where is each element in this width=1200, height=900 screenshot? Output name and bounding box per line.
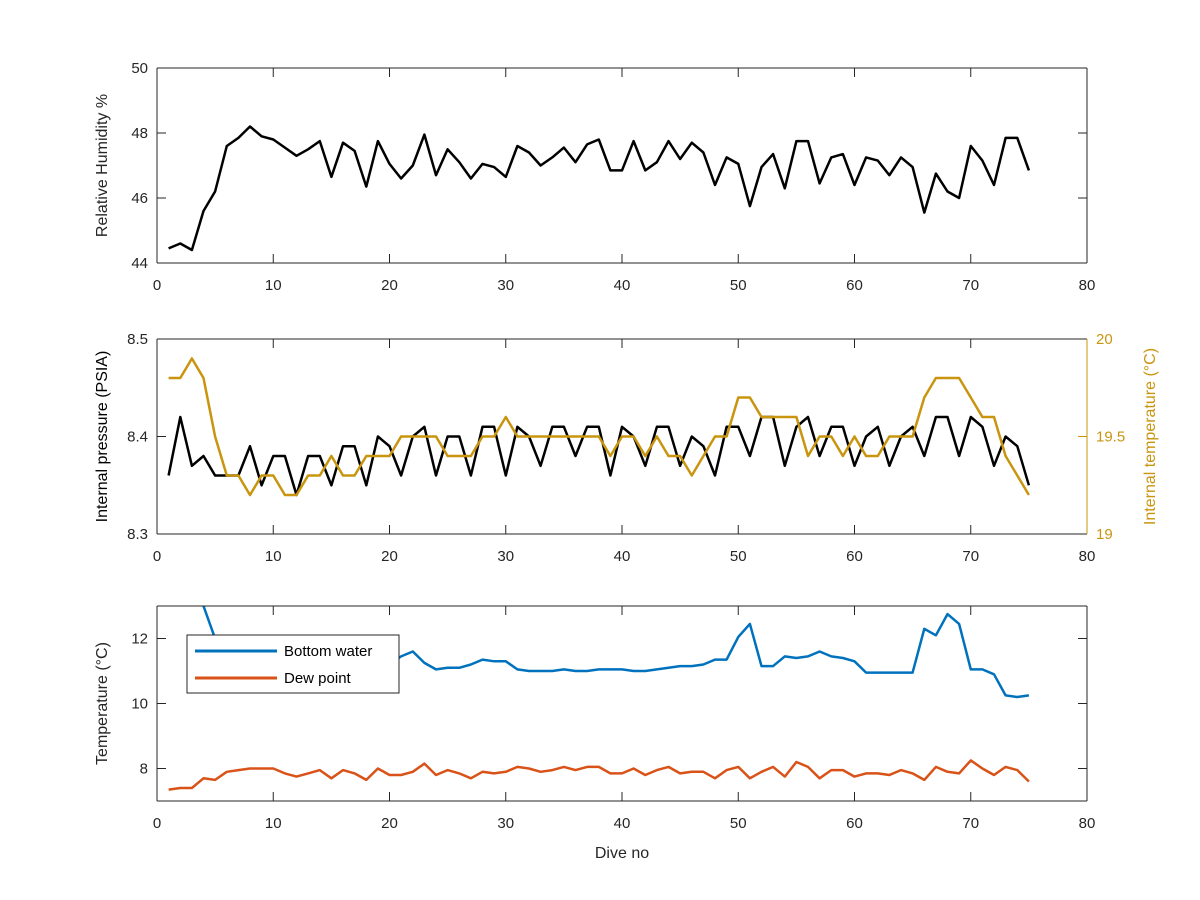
y-axis-label: Internal pressure (PSIA) <box>94 351 111 523</box>
x-tick-label: 30 <box>497 548 514 565</box>
x-tick-label: 10 <box>265 548 282 565</box>
x-tick-label: 40 <box>614 277 631 294</box>
x-tick-label: 80 <box>1079 548 1096 565</box>
x-tick-label: 40 <box>614 815 631 832</box>
y2-tick-label: 19 <box>1096 526 1113 543</box>
x-tick-label: 60 <box>846 815 863 832</box>
y2-axis-label: Internal temperature (°C) <box>1142 348 1159 525</box>
y2-tick-label: 19.5 <box>1096 429 1125 446</box>
x-tick-label: 30 <box>497 277 514 294</box>
legend-box <box>186 634 400 694</box>
x-tick-label: 10 <box>265 815 282 832</box>
x-axis-label: Dive no <box>595 845 649 862</box>
x-tick-label: 20 <box>381 548 398 565</box>
series-0-line <box>167 415 1031 497</box>
series-0-line <box>168 125 1031 252</box>
dew-point-line <box>168 759 1030 791</box>
legend: Bottom water Dew point <box>186 634 400 694</box>
x-tick-label: 0 <box>153 277 161 294</box>
pressure-temperature-panel: 0 10 20 30 40 50 60 70 80 8.3 8.4 8.5 19 19.5 20 Intern… <box>94 331 1159 565</box>
x-tick-label: 0 <box>153 815 161 832</box>
x-tick-label: 40 <box>614 548 631 565</box>
y-tick-label: 8.4 <box>127 429 148 446</box>
x-tick-label: 80 <box>1079 277 1096 294</box>
x-tick-label: 50 <box>730 548 747 565</box>
y-axis-label: Relative Humidity % <box>94 94 111 237</box>
x-tick-label: 30 <box>497 815 514 832</box>
y-tick-label: 10 <box>131 696 148 713</box>
y2-tick-label: 20 <box>1096 331 1113 348</box>
x-tick-label: 0 <box>153 548 161 565</box>
water-temperature-panel: 0 10 20 30 40 50 60 70 80 8 10 12 Temperature (°C) Di… <box>94 605 1096 862</box>
x-tick-label: 60 <box>846 548 863 565</box>
x-tick-label: 50 <box>730 277 747 294</box>
x-tick-label: 50 <box>730 815 747 832</box>
series-1-line <box>168 357 1030 497</box>
humidity-panel: 0 10 20 30 40 50 60 70 80 44 46 48 50 Relative Humidi… <box>94 60 1095 294</box>
legend-label: Dew point <box>284 670 352 687</box>
y-tick-label: 50 <box>131 60 148 77</box>
legend-label: Bottom water <box>284 643 372 660</box>
y-tick-label: 44 <box>131 255 148 272</box>
x-tick-label: 60 <box>846 277 863 294</box>
y-tick-label: 12 <box>131 631 148 648</box>
x-tick-label: 80 <box>1079 815 1096 832</box>
x-tick-label: 20 <box>381 815 398 832</box>
x-tick-label: 10 <box>265 277 282 294</box>
y-tick-label: 8 <box>140 761 148 778</box>
x-tick-label: 70 <box>962 815 979 832</box>
y-tick-label: 8.3 <box>127 526 148 543</box>
y-tick-label: 48 <box>131 125 148 142</box>
x-tick-label: 70 <box>962 277 979 294</box>
x-tick-label: 20 <box>381 277 398 294</box>
y-tick-label: 8.5 <box>127 331 148 348</box>
y-axis-label: Temperature (°C) <box>94 642 111 765</box>
y-tick-label: 46 <box>131 190 148 207</box>
x-tick-label: 70 <box>962 548 979 565</box>
